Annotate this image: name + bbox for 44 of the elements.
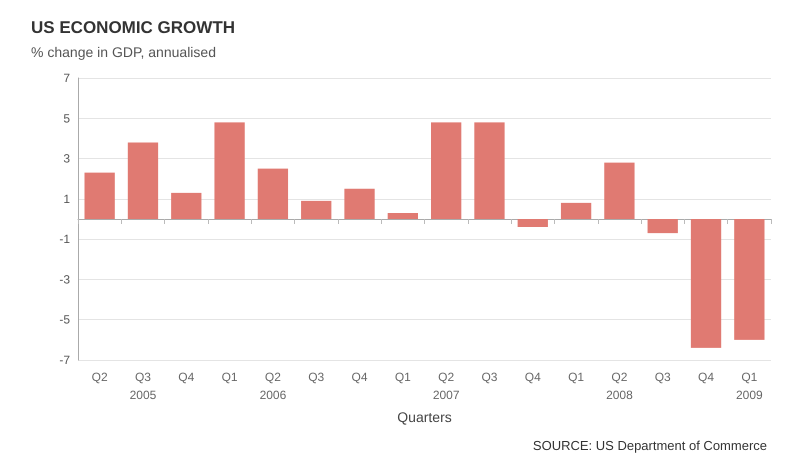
- x-tick-label: Q1: [568, 370, 584, 384]
- x-tick-label: Q4: [178, 370, 195, 384]
- y-tick-label: 3: [63, 152, 70, 166]
- y-tick-label: -5: [59, 312, 70, 327]
- bar: [344, 188, 375, 219]
- y-tick-label: -7: [59, 353, 70, 367]
- y-tick-label: -3: [59, 272, 70, 286]
- chart-subtitle: % change in GDP, annualised: [31, 44, 216, 60]
- x-axis-title: Quarters: [397, 409, 452, 425]
- bar: [734, 219, 765, 340]
- bar: [84, 172, 115, 219]
- bar: [648, 219, 678, 234]
- bar: [604, 162, 635, 219]
- x-tick-label: Q2: [92, 370, 108, 384]
- bar: [430, 122, 462, 219]
- bar: [171, 192, 202, 219]
- bar: [474, 122, 505, 219]
- bar: [518, 219, 548, 228]
- x-tick-label: Q3: [308, 370, 325, 384]
- x-tick-label: Q1: [222, 370, 238, 384]
- source-note: SOURCE: US Department of Commerce: [532, 438, 768, 453]
- x-tick-label: Q4: [698, 370, 714, 384]
- chart-title: US ECONOMIC GROWTH: [31, 18, 235, 37]
- x-tick-label: Q1: [394, 370, 412, 384]
- y-tick-label: 7: [63, 71, 70, 85]
- x-tick-label: Q4: [352, 370, 368, 384]
- bar: [301, 200, 332, 219]
- bar: [560, 202, 592, 219]
- bar: [214, 122, 245, 219]
- x-tick-label: Q1 2009: [736, 370, 764, 402]
- x-tick-label: Q3 2005: [130, 370, 157, 402]
- x-tick-label: Q3: [654, 370, 672, 384]
- y-tick-label: 1: [63, 192, 70, 206]
- bar: [258, 168, 288, 219]
- bar: [690, 219, 722, 348]
- x-tick-label: Q4: [524, 370, 542, 384]
- x-tick-label: Q3: [481, 370, 498, 384]
- y-tick-label: 5: [63, 111, 70, 126]
- y-tick-label: -1: [59, 232, 70, 246]
- bar: [388, 212, 418, 219]
- x-tick-label: Q2 2006: [260, 370, 287, 402]
- x-tick-label: Q2 2007: [432, 370, 460, 402]
- x-tick-label: Q2 2008: [606, 370, 634, 402]
- bar: [128, 142, 158, 219]
